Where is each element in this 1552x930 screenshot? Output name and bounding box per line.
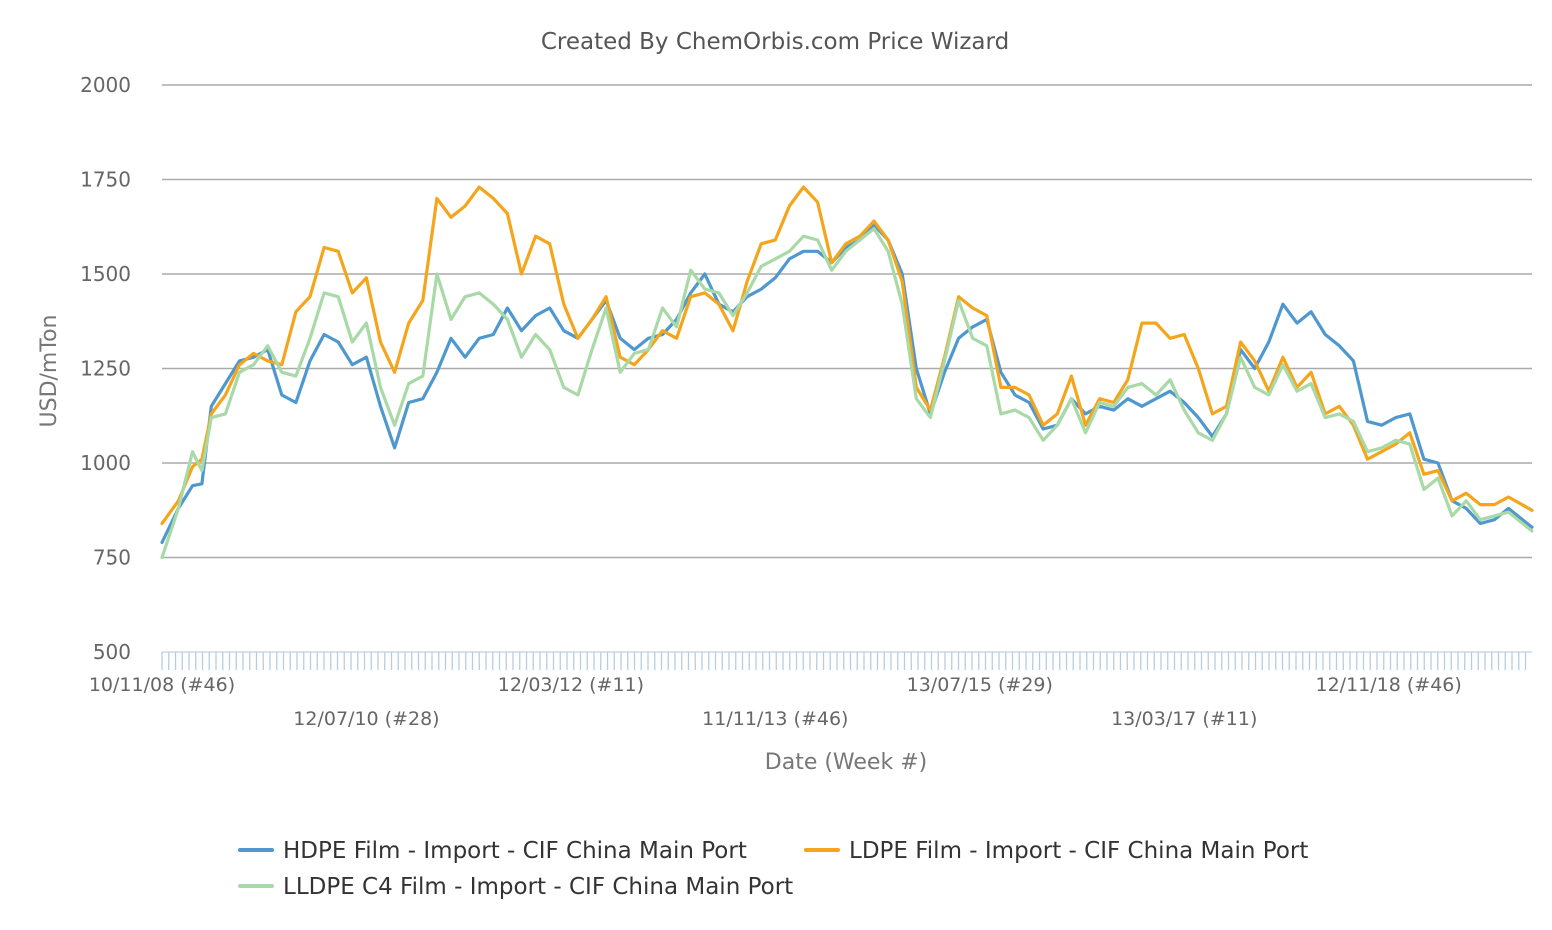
y-tick-label: 1000 bbox=[80, 451, 131, 475]
series-line-2 bbox=[160, 185, 1534, 526]
x-tick-label: 10/11/08 (#46) bbox=[89, 674, 235, 696]
x-axis-ticks: 10/11/08 (#46) 12/07/10 (#28) 12/03/12 (#1… bbox=[89, 674, 1462, 730]
x-tick-label: 12/07/10 (#28) bbox=[293, 708, 439, 730]
y-axis-ticks: 500 750 1000 1250 1500 1750 2000 bbox=[80, 73, 131, 664]
series-line-1 bbox=[160, 223, 1534, 544]
x-tick-label: 12/03/12 (#11) bbox=[498, 674, 644, 696]
series-line-3 bbox=[160, 227, 1534, 560]
x-axis-title: Date (Week #) bbox=[765, 750, 927, 775]
legend-item-2[interactable]: LDPE Film - Import - CIF China Main Port bbox=[804, 838, 1308, 864]
legend-label: HDPE Film - Import - CIF China Main Port bbox=[283, 838, 747, 864]
chart-title: Created By ChemOrbis.com Price Wizard bbox=[541, 29, 1009, 55]
y-axis-title: USD/mTon bbox=[37, 315, 62, 428]
legend-item-3[interactable]: LLDPE C4 Film - Import - CIF China Main … bbox=[238, 874, 793, 900]
x-axis-tick-marks bbox=[161, 651, 1532, 670]
x-tick-label: 13/07/15 (#29) bbox=[907, 674, 1053, 696]
series-lines bbox=[160, 185, 1534, 560]
y-tick-label: 500 bbox=[93, 640, 131, 664]
y-tick-label: 750 bbox=[93, 546, 131, 570]
y-tick-label: 2000 bbox=[80, 73, 131, 97]
x-tick-label: 12/11/18 (#46) bbox=[1316, 674, 1462, 696]
legend-item-1[interactable]: HDPE Film - Import - CIF China Main Port bbox=[238, 838, 747, 864]
gridlines bbox=[162, 84, 1532, 559]
y-tick-label: 1250 bbox=[80, 357, 131, 381]
x-tick-label: 13/03/17 (#11) bbox=[1111, 708, 1257, 730]
x-tick-label: 11/11/13 (#46) bbox=[702, 708, 848, 730]
y-tick-label: 1750 bbox=[80, 168, 131, 192]
legend-label: LDPE Film - Import - CIF China Main Port bbox=[849, 838, 1308, 864]
legend: HDPE Film - Import - CIF China Main Port… bbox=[238, 838, 1308, 900]
legend-label: LLDPE C4 Film - Import - CIF China Main … bbox=[283, 874, 793, 900]
y-tick-label: 1500 bbox=[80, 262, 131, 286]
